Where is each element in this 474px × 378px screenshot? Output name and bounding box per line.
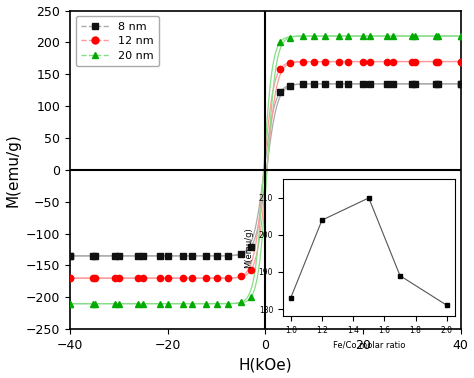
Y-axis label: M(emu/g): M(emu/g) bbox=[6, 133, 20, 207]
Legend: 8 nm, 12 nm, 20 nm: 8 nm, 12 nm, 20 nm bbox=[76, 16, 159, 66]
X-axis label: H(kOe): H(kOe) bbox=[238, 358, 292, 372]
